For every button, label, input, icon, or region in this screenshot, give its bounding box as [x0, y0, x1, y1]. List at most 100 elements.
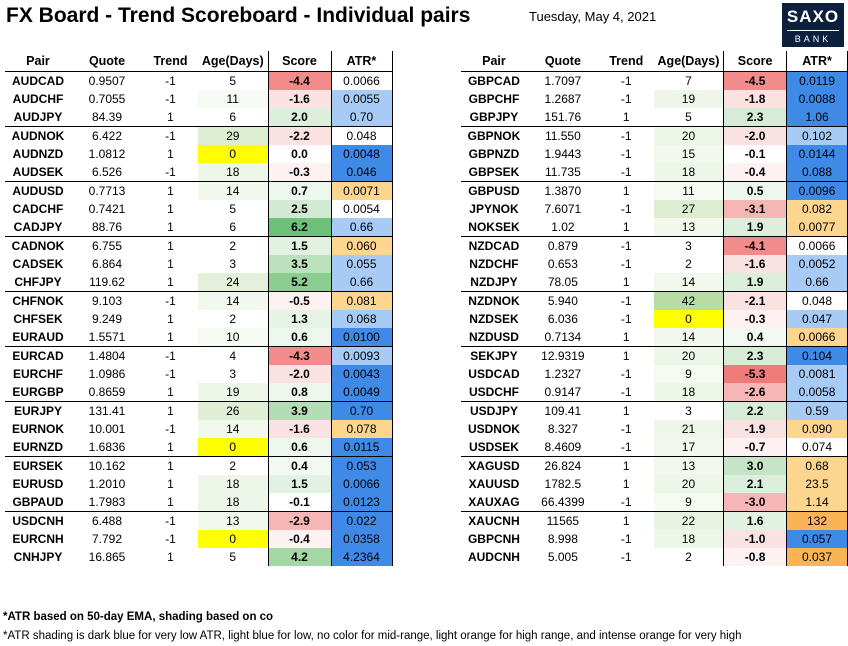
quote-cell: 1.4804 — [71, 346, 143, 365]
quote-cell: 6.864 — [91, 257, 123, 271]
pair-cell: GBPCNH — [467, 532, 520, 546]
header-quote: Quote — [526, 51, 599, 72]
header-score: Score — [723, 51, 787, 72]
table-row: EURNOK 10.001 -1 14 -1.6 0.078 — [5, 420, 393, 438]
header-trend: Trend — [143, 51, 198, 72]
table-row: NZDCHF 0.653 -1 2 -1.6 0.0052 — [461, 255, 848, 273]
pair-cell: NZDJPY — [470, 275, 518, 289]
table-row: GBPNZD 1.9443 -1 15 -0.1 0.0144 — [461, 145, 848, 163]
table-row: USDSEK 8.4609 -1 17 -0.7 0.074 — [461, 438, 848, 457]
atr-cell: 0.66 — [330, 273, 393, 292]
age-cell: 26 — [198, 401, 268, 420]
atr-cell: 0.082 — [786, 200, 848, 218]
table-row: USDCAD 1.2327 -1 9 -5.3 0.0081 — [461, 365, 848, 383]
score-cell: -0.1 — [267, 493, 331, 512]
atr-cell: 0.046 — [330, 163, 393, 182]
quote-cell: 84.39 — [91, 110, 123, 124]
table-row: EURGBP 0.8659 1 19 0.8 0.0049 — [5, 383, 393, 402]
pair-cell: GBPAUD — [12, 495, 64, 509]
trend-cell: -1 — [143, 346, 198, 365]
pair-cell: AUDCHF — [12, 92, 64, 106]
quote-cell: 11.550 — [526, 126, 599, 145]
trend-cell: -1 — [620, 147, 632, 161]
age-cell: 17 — [653, 438, 724, 457]
age-cell: 27 — [653, 200, 724, 218]
atr-cell: 0.0054 — [330, 200, 393, 218]
trend-cell: 1 — [143, 181, 198, 200]
age-cell: 9 — [653, 493, 724, 512]
pair-cell: EURJPY — [5, 401, 71, 420]
score-cell: 3.0 — [723, 456, 787, 475]
table-row: CHFJPY 119.62 1 24 5.2 0.66 — [5, 273, 393, 292]
score-cell: 2.2 — [723, 401, 787, 420]
table-row: EURAUD 1.5571 1 10 0.6 0.0100 — [5, 328, 393, 347]
pair-cell: USDCHF — [468, 385, 519, 399]
atr-cell: 0.0119 — [786, 71, 848, 90]
score-cell: 2.1 — [723, 475, 787, 493]
pair-cell: AUDJPY — [13, 110, 63, 124]
quote-cell: 0.9507 — [71, 71, 143, 90]
quote-cell: 0.9147 — [544, 385, 582, 399]
atr-cell: 0.66 — [786, 273, 848, 292]
atr-cell: 0.102 — [786, 126, 848, 145]
trend-cell: -1 — [165, 367, 176, 381]
trend-cell: 1 — [143, 401, 198, 420]
atr-cell: 0.70 — [330, 108, 393, 127]
table-row: EURSEK 10.162 1 2 0.4 0.053 — [5, 456, 393, 475]
score-cell: -2.0 — [267, 365, 331, 383]
trend-cell: -1 — [620, 367, 632, 381]
age-cell: 3 — [653, 401, 724, 420]
table-row: AUDJPY 84.39 1 6 2.0 0.70 — [5, 108, 393, 127]
trend-cell: -1 — [620, 385, 632, 399]
trend-cell: 1 — [167, 477, 174, 491]
quote-cell: 8.998 — [547, 532, 578, 546]
table-row: CHFNOK 9.103 -1 14 -0.5 0.081 — [5, 291, 393, 310]
age-cell: 29 — [198, 126, 268, 145]
age-cell: 2 — [198, 456, 268, 475]
quote-cell: 8.327 — [547, 422, 578, 436]
atr-cell: 0.078 — [330, 420, 393, 438]
age-cell: 0 — [198, 530, 268, 548]
age-cell: 13 — [653, 456, 724, 475]
trend-cell: -1 — [598, 291, 654, 310]
age-cell: 0 — [198, 438, 268, 457]
header-trend: Trend — [598, 51, 654, 72]
score-cell: -4.1 — [723, 236, 787, 255]
pair-cell: EURCAD — [5, 346, 71, 365]
age-cell: 14 — [653, 328, 724, 347]
table-row: EURCHF 1.0986 -1 3 -2.0 0.0043 — [5, 365, 393, 383]
age-cell: 2 — [198, 236, 268, 255]
pair-cell: USDSEK — [468, 440, 519, 454]
score-cell: -2.1 — [723, 291, 787, 310]
atr-cell: 0.053 — [330, 456, 393, 475]
age-cell: 19 — [198, 383, 268, 402]
age-cell: 14 — [653, 273, 724, 292]
score-cell: 2.3 — [723, 346, 787, 365]
atr-cell: 0.0055 — [330, 90, 393, 108]
trend-cell: -1 — [143, 126, 198, 145]
age-cell: 5 — [653, 108, 724, 127]
trend-cell: 1 — [167, 110, 174, 124]
trend-cell: 1 — [598, 511, 654, 530]
logo-line-2: BANK — [787, 30, 839, 45]
age-cell: 18 — [653, 383, 724, 402]
atr-cell: 0.0049 — [330, 383, 393, 402]
score-cell: 3.5 — [267, 255, 331, 273]
pair-cell: USDNOK — [467, 422, 520, 436]
trend-cell: 1 — [167, 550, 174, 564]
score-cell: 2.5 — [267, 200, 331, 218]
table-row: NZDJPY 78.05 1 14 1.9 0.66 — [461, 273, 848, 292]
trend-cell: -1 — [165, 165, 176, 179]
table-row: USDJPY 109.41 1 3 2.2 0.59 — [461, 401, 848, 420]
atr-cell: 0.048 — [786, 291, 848, 310]
quote-cell: 6.488 — [71, 511, 143, 530]
quote-cell: 9.249 — [91, 312, 123, 326]
trend-cell: -1 — [620, 202, 632, 216]
table-row: CHFSEK 9.249 1 2 1.3 0.068 — [5, 310, 393, 328]
table-row: NOKSEK 1.02 1 13 1.9 0.0077 — [461, 218, 848, 237]
quote-cell: 6.526 — [91, 165, 123, 179]
atr-cell: 0.055 — [330, 255, 393, 273]
trend-cell: -1 — [620, 550, 632, 564]
trend-cell: 1 — [598, 456, 654, 475]
trend-cell: -1 — [598, 71, 654, 90]
